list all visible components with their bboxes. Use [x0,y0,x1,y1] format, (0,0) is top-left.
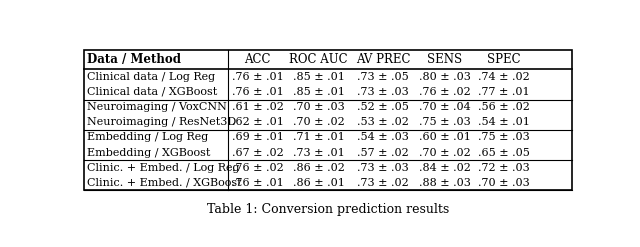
Text: .53 ± .02: .53 ± .02 [357,117,409,127]
Text: .86 ± .01: .86 ± .01 [292,178,345,188]
Text: Clinical data / Log Reg: Clinical data / Log Reg [87,72,215,82]
Text: .65 ± .05: .65 ± .05 [478,147,530,158]
Text: Clinic. + Embed. / Log Reg: Clinic. + Embed. / Log Reg [87,163,239,173]
Text: Clinic. + Embed. / XGBoost: Clinic. + Embed. / XGBoost [87,178,241,188]
Text: .73 ± .03: .73 ± .03 [357,87,409,97]
Text: Clinical data / XGBoost: Clinical data / XGBoost [87,87,217,97]
Text: .69 ± .01: .69 ± .01 [232,132,284,142]
Text: .67 ± .02: .67 ± .02 [232,147,284,158]
Text: Embedding / XGBoost: Embedding / XGBoost [87,147,211,158]
Text: Neuroimaging / VoxCNN: Neuroimaging / VoxCNN [87,102,227,112]
Text: .70 ± .04: .70 ± .04 [419,102,471,112]
Text: .73 ± .02: .73 ± .02 [357,178,409,188]
Text: .84 ± .02: .84 ± .02 [419,163,471,173]
Text: ACC: ACC [244,53,271,66]
Text: .76 ± .02: .76 ± .02 [419,87,471,97]
Text: .71 ± .01: .71 ± .01 [293,132,344,142]
Text: AV PREC: AV PREC [356,53,410,66]
Text: .76 ± .02: .76 ± .02 [232,163,284,173]
Text: .70 ± .03: .70 ± .03 [293,102,344,112]
Text: .52 ± .05: .52 ± .05 [357,102,409,112]
Text: .86 ± .02: .86 ± .02 [292,163,345,173]
Text: .70 ± .02: .70 ± .02 [419,147,471,158]
Text: .70 ± .03: .70 ± .03 [478,178,530,188]
Text: .76 ± .01: .76 ± .01 [232,72,284,82]
Text: .54 ± .03: .54 ± .03 [357,132,409,142]
Text: Table 1: Conversion prediction results: Table 1: Conversion prediction results [207,203,449,216]
Text: .57 ± .02: .57 ± .02 [357,147,409,158]
Text: .72 ± .03: .72 ± .03 [478,163,530,173]
Text: .73 ± .05: .73 ± .05 [357,72,409,82]
Text: .73 ± .03: .73 ± .03 [357,163,409,173]
Text: Neuroimaging / ResNet3D: Neuroimaging / ResNet3D [87,117,236,127]
Text: ROC AUC: ROC AUC [289,53,348,66]
Text: .60 ± .01: .60 ± .01 [419,132,471,142]
Text: .85 ± .01: .85 ± .01 [292,87,345,97]
Text: .62 ± .01: .62 ± .01 [232,117,284,127]
Text: .70 ± .02: .70 ± .02 [293,117,344,127]
Text: .85 ± .01: .85 ± .01 [292,72,345,82]
Text: Embedding / Log Reg: Embedding / Log Reg [87,132,208,142]
Text: .76 ± .01: .76 ± .01 [232,87,284,97]
Text: SENS: SENS [428,53,463,66]
Text: .56 ± .02: .56 ± .02 [478,102,530,112]
Text: .74 ± .02: .74 ± .02 [478,72,530,82]
Text: SPEC: SPEC [487,53,521,66]
Text: .80 ± .03: .80 ± .03 [419,72,471,82]
Text: .75 ± .03: .75 ± .03 [419,117,471,127]
Text: .54 ± .01: .54 ± .01 [478,117,530,127]
Text: .77 ± .01: .77 ± .01 [478,87,530,97]
Text: .88 ± .03: .88 ± .03 [419,178,471,188]
Text: Data / Method: Data / Method [87,53,181,66]
Text: .75 ± .03: .75 ± .03 [478,132,530,142]
Text: .61 ± .02: .61 ± .02 [232,102,284,112]
Text: .73 ± .01: .73 ± .01 [293,147,344,158]
Text: .76 ± .01: .76 ± .01 [232,178,284,188]
